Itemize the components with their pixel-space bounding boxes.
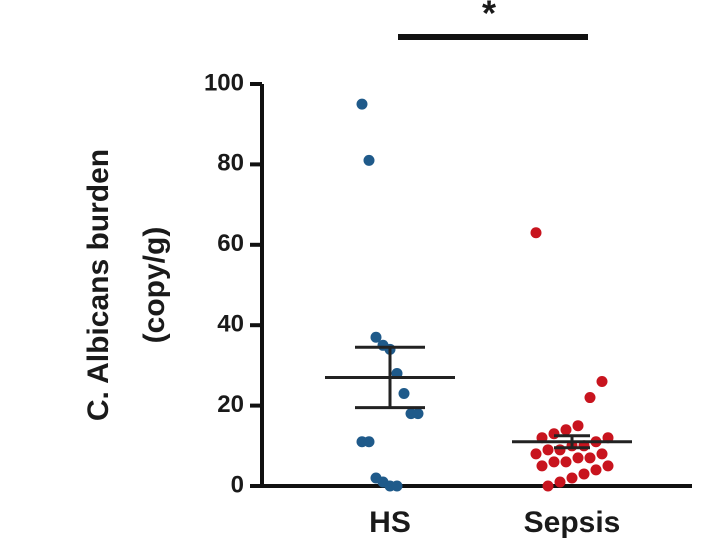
data-point (584, 392, 596, 404)
data-point (572, 420, 584, 432)
data-point (398, 388, 410, 400)
data-point (560, 424, 572, 436)
data-point (578, 468, 590, 480)
data-point (596, 448, 608, 460)
data-point (548, 456, 560, 468)
y-tick-label: 80 (217, 150, 244, 177)
data-point (363, 436, 375, 448)
data-point (560, 456, 572, 468)
data-point (554, 444, 566, 456)
data-point (363, 154, 375, 166)
data-point (370, 331, 382, 343)
data-point (596, 375, 608, 387)
y-tick-label: 100 (204, 69, 244, 96)
y-label-group: C. Albicans burden (copy/g) (82, 149, 171, 421)
data-point (590, 464, 602, 476)
data-point (602, 460, 614, 472)
y-tick-label: 60 (217, 230, 244, 257)
y-tick-label: 40 (217, 311, 244, 338)
data-point (584, 452, 596, 464)
significance-mark: * (482, 0, 496, 34)
data-point (356, 98, 368, 110)
y-axis-label: C. Albicans burden (82, 149, 115, 421)
data-point (536, 460, 548, 472)
data-point (530, 448, 542, 460)
y-axis-label: (copy/g) (138, 227, 171, 344)
data-point (548, 428, 560, 440)
y-tick-label: 20 (217, 391, 244, 418)
x-tick-label: HS (369, 506, 411, 539)
data-point (572, 452, 584, 464)
data-point (530, 227, 542, 239)
y-tick-label: 0 (231, 471, 244, 498)
data-point (554, 476, 566, 488)
data-point (542, 444, 554, 456)
data-point (542, 480, 554, 492)
data-point (391, 480, 403, 492)
x-tick-label: Sepsis (524, 506, 621, 539)
data-point (412, 408, 424, 420)
data-point (566, 472, 578, 484)
